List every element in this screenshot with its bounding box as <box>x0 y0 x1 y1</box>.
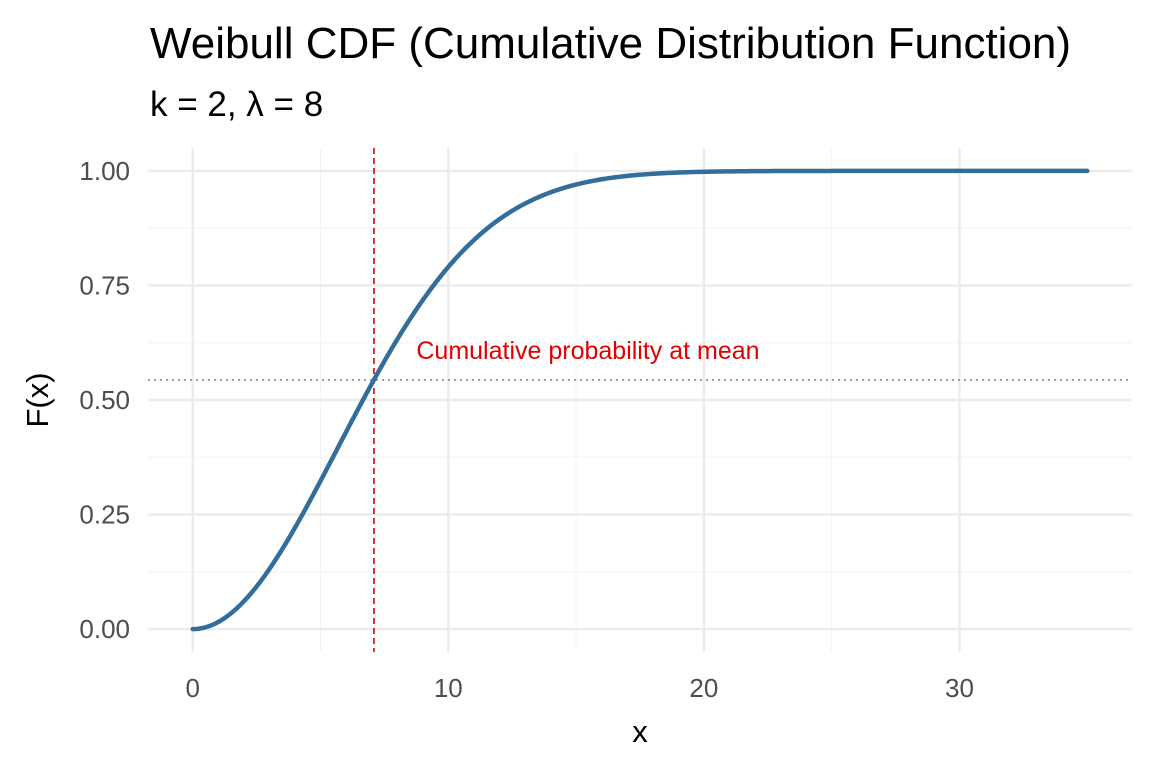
y-tick-label: 0.00 <box>79 614 130 644</box>
x-tick-label: 10 <box>434 673 463 703</box>
y-tick-label: 1.00 <box>79 156 130 186</box>
mean-annotation-label: Cumulative probability at mean <box>416 337 759 365</box>
chart-title: Weibull CDF (Cumulative Distribution Fun… <box>150 19 1071 68</box>
x-tick-label: 30 <box>945 673 974 703</box>
x-tick-label: 20 <box>689 673 718 703</box>
x-tick-label: 0 <box>185 673 199 703</box>
cdf-series-line <box>190 168 1090 632</box>
y-axis-title: F(x) <box>20 372 55 427</box>
y-tick-label: 0.50 <box>79 385 130 415</box>
y-tick-label: 0.25 <box>79 500 130 530</box>
chart-subtitle: k = 2, λ = 8 <box>150 85 323 124</box>
x-axis-title: x <box>632 714 648 749</box>
plot-area: 0 10 20 30 0.00 0.25 0.50 0.75 1.00 Cumulative pr… <box>79 148 1132 703</box>
y-tick-label: 0.75 <box>79 270 130 300</box>
